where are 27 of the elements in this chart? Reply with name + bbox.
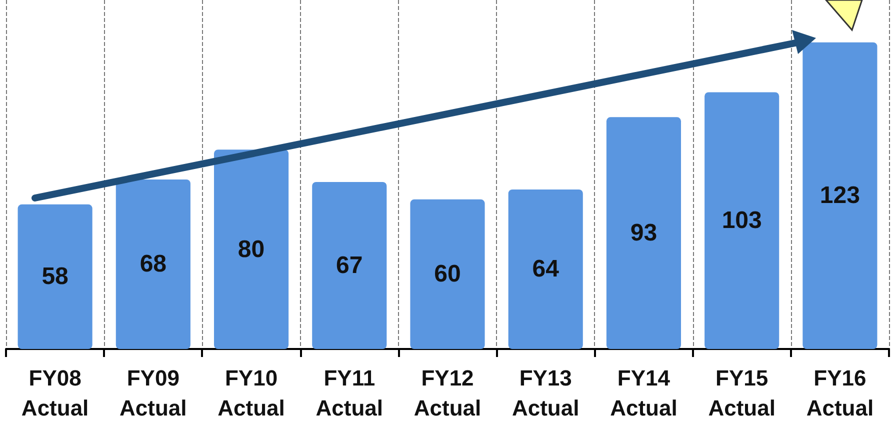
bar: [704, 92, 780, 349]
bar: [116, 179, 190, 349]
x-tick-label: FY08 Actual: [21, 366, 89, 420]
bar: [508, 189, 583, 349]
x-tick-label: FY16 Actual: [806, 366, 874, 420]
x-tick-label: FY13 Actual: [512, 366, 580, 420]
data-label: 80: [238, 236, 265, 263]
x-tick-label: FY12 Actual: [414, 366, 482, 420]
data-label: 103: [722, 207, 762, 234]
x-tick-label: FY09 Actual: [120, 366, 187, 420]
data-label: 60: [434, 260, 461, 288]
bar: [312, 182, 387, 349]
x-tick-label: FY14 Actual: [610, 366, 678, 420]
data-label: 93: [630, 220, 658, 247]
bar: [802, 42, 878, 349]
x-tick-label: FY10 Actual: [218, 366, 285, 420]
x-tick-label: FY11 Actual: [316, 366, 384, 420]
bar: [410, 199, 485, 349]
bar: [606, 117, 682, 349]
x-tick-label: FY15 Actual: [708, 366, 776, 420]
bar: [214, 150, 289, 349]
bar: [18, 204, 92, 349]
data-label: 58: [42, 263, 68, 290]
data-label: 67: [336, 252, 363, 279]
data-label: 123: [820, 182, 860, 210]
data-label: 64: [532, 256, 560, 283]
data-label: 68: [140, 250, 167, 278]
